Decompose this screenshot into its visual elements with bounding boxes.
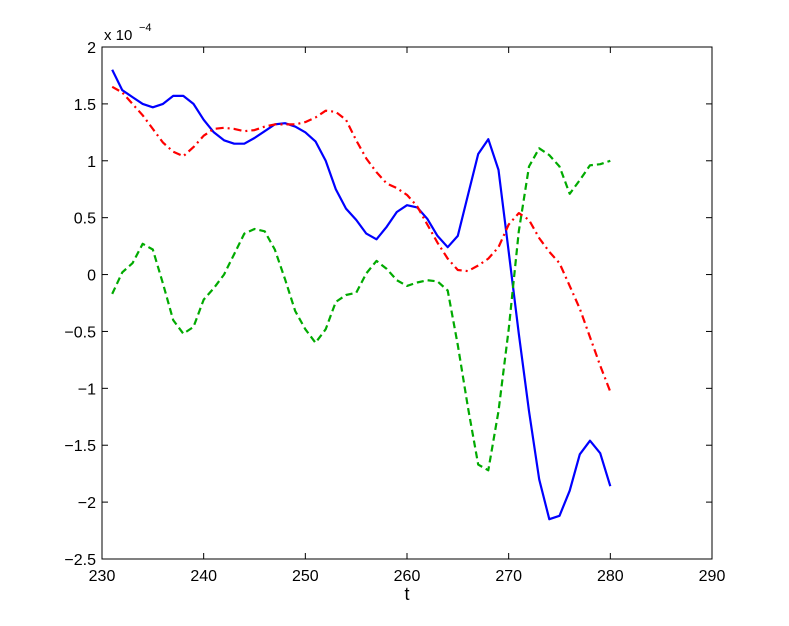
x-tick-label: 260 bbox=[394, 568, 421, 585]
x-tick-label: 270 bbox=[495, 568, 522, 585]
y-multiplier-exponent: −4 bbox=[139, 22, 152, 34]
axis-ticks bbox=[101, 46, 713, 560]
y-tick-label: 0 bbox=[87, 268, 96, 285]
x-tick-label: 230 bbox=[89, 568, 116, 585]
x-tick-label: 250 bbox=[292, 568, 319, 585]
y-tick-label: −0.5 bbox=[64, 324, 96, 341]
series-layer bbox=[111, 69, 612, 521]
x-tick-label: 280 bbox=[597, 568, 624, 585]
y-tick-label: 1 bbox=[87, 154, 96, 171]
x-axis-title: t bbox=[404, 584, 409, 604]
y-tick-label: 0.5 bbox=[74, 211, 96, 228]
y-tick-label: −1 bbox=[78, 381, 96, 398]
series-line-1 bbox=[111, 69, 612, 521]
plot-area bbox=[101, 46, 713, 560]
series-line-2 bbox=[111, 147, 611, 472]
y-tick-label: −2 bbox=[78, 495, 96, 512]
y-tick-label: −2.5 bbox=[64, 552, 96, 569]
axis-tick-labels: 230 240 250 260 270 280 290 2 1.5 1 0.5 0 −0.5 −1 −1.5… bbox=[64, 40, 725, 585]
y-tick-label: 1.5 bbox=[74, 97, 96, 114]
series-line-3 bbox=[111, 85, 612, 393]
y-multiplier-label: x 10 bbox=[104, 27, 132, 44]
x-tick-label: 290 bbox=[699, 568, 726, 585]
y-tick-label: −1.5 bbox=[64, 438, 96, 455]
y-tick-label: 2 bbox=[87, 40, 96, 57]
x-tick-label: 240 bbox=[190, 568, 217, 585]
